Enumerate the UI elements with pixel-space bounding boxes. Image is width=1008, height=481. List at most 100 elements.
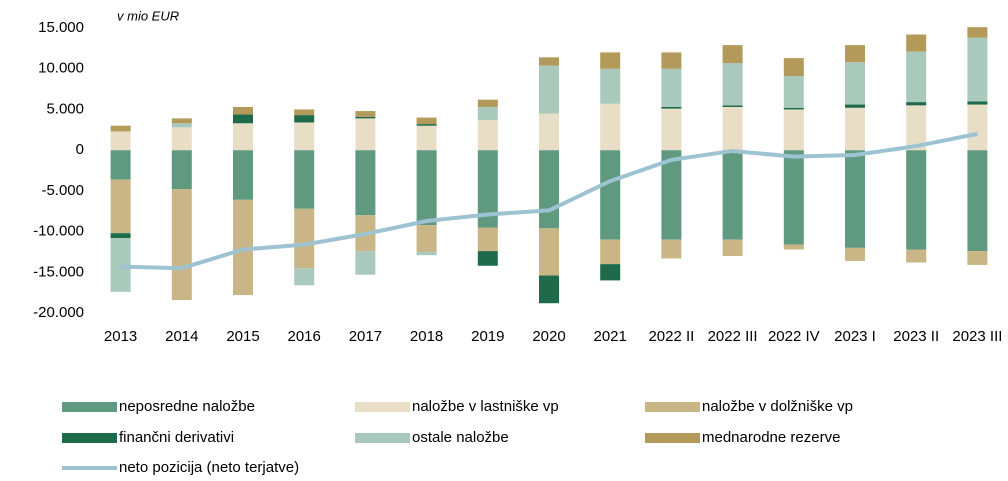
legend-label: neto pozicija (neto terjatve)	[119, 459, 299, 476]
bar-segment	[722, 45, 743, 64]
subtitle: v mio EUR	[117, 8, 179, 23]
legend-swatch	[62, 433, 117, 443]
bar-segment	[355, 251, 376, 275]
bar-segment	[906, 102, 927, 106]
legend-label: mednarodne rezerve	[702, 429, 840, 446]
bar-segment	[906, 105, 927, 151]
x-tick-label: 2014	[165, 328, 198, 345]
bar-segment	[661, 239, 682, 259]
bar-segment	[845, 104, 865, 108]
bar-segment	[967, 104, 988, 151]
bar-segment	[294, 109, 315, 116]
legend-label: naložbe v lastniške vp	[412, 398, 559, 415]
bar-segment	[845, 62, 865, 105]
bar-segment	[722, 106, 743, 151]
bar-segment	[477, 99, 498, 107]
bar-segment	[783, 244, 804, 250]
bar-segment	[539, 275, 559, 304]
bar-segment	[906, 249, 927, 263]
bar-segment	[416, 124, 437, 126]
bar-segment	[600, 52, 621, 69]
legend-label: neposredne naložbe	[119, 398, 255, 415]
y-tick-label: -15.000	[33, 263, 84, 280]
bar-segment	[233, 150, 253, 200]
x-tick-label: 2023 III	[952, 328, 1002, 345]
x-tick-label: 2023 I	[834, 328, 876, 345]
bar-segment	[233, 199, 253, 296]
bar-segment	[539, 113, 559, 151]
bar-segment	[783, 76, 804, 108]
x-tick-label: 2022 III	[708, 328, 758, 345]
y-tick-label: 10.000	[38, 60, 84, 77]
bar-segment	[416, 125, 437, 151]
bar-segment	[600, 68, 621, 104]
bar-segment	[600, 239, 621, 265]
bar-segment	[171, 118, 192, 124]
legend-label: finančni derivativi	[119, 429, 234, 446]
y-tick-label: -5.000	[41, 182, 84, 199]
bar-segment	[477, 227, 498, 252]
bar-segment	[355, 150, 376, 216]
legend-swatch	[645, 402, 700, 412]
bar-segment	[783, 109, 804, 151]
bar-segment	[110, 125, 131, 132]
x-tick-label: 2013	[104, 328, 137, 345]
y-tick-label: 15.000	[38, 19, 84, 36]
bar-segment	[722, 239, 743, 256]
x-tick-label: 2017	[349, 328, 382, 345]
bar-segment	[294, 115, 315, 123]
bar-segment	[967, 101, 988, 105]
bar-segment	[845, 247, 865, 261]
x-tick-label: 2021	[594, 328, 627, 345]
bar-segment	[416, 117, 437, 125]
bar-segment	[110, 131, 131, 151]
bar-segment	[294, 150, 315, 209]
bar-segment	[661, 150, 682, 240]
bar-segment	[477, 251, 498, 266]
bar-segment	[355, 111, 376, 117]
bar-segment	[294, 208, 315, 269]
bar-segment	[539, 150, 559, 229]
y-tick-label: 0	[76, 141, 84, 158]
bar-segment	[967, 27, 988, 38]
bar-segment	[722, 105, 743, 107]
y-tick-label: -20.000	[33, 304, 84, 321]
bar-segment	[600, 264, 621, 281]
bar-segment	[967, 37, 988, 102]
bar-segment	[477, 120, 498, 151]
bar-segment	[416, 251, 437, 256]
bar-segment	[355, 116, 376, 119]
legend-label: naložbe v dolžniške vp	[702, 398, 853, 415]
legend-swatch	[645, 433, 700, 443]
x-tick-label: 2022 II	[648, 328, 694, 345]
x-tick-label: 2018	[410, 328, 443, 345]
y-tick-label: -10.000	[33, 223, 84, 240]
bar-segment	[171, 189, 192, 300]
bar-segment	[110, 238, 131, 292]
bar-segment	[355, 118, 376, 151]
bar-segment	[416, 225, 437, 252]
bar-segment	[110, 233, 131, 239]
bar-segment	[722, 63, 743, 106]
bar-segment	[600, 150, 621, 240]
y-tick-label: 5.000	[46, 100, 84, 117]
x-tick-label: 2023 II	[893, 328, 939, 345]
line	[120, 131, 978, 271]
bar-segment	[416, 150, 437, 226]
bar-segment	[539, 65, 559, 114]
x-tick-label: 2022 IV	[768, 328, 820, 345]
bar-segment	[294, 122, 315, 151]
legend-label: ostale naložbe	[412, 429, 509, 446]
bar-segment	[661, 52, 682, 69]
bar-segment	[661, 106, 682, 109]
bar-segment	[294, 268, 315, 286]
bar-segment	[600, 103, 621, 151]
bar-segment	[233, 114, 253, 124]
bar-segment	[783, 58, 804, 77]
bar-segment	[845, 150, 865, 248]
bar-segment	[967, 150, 988, 252]
bar-segment	[906, 34, 927, 52]
bar-segment	[233, 106, 253, 115]
legend-swatch	[62, 402, 117, 412]
